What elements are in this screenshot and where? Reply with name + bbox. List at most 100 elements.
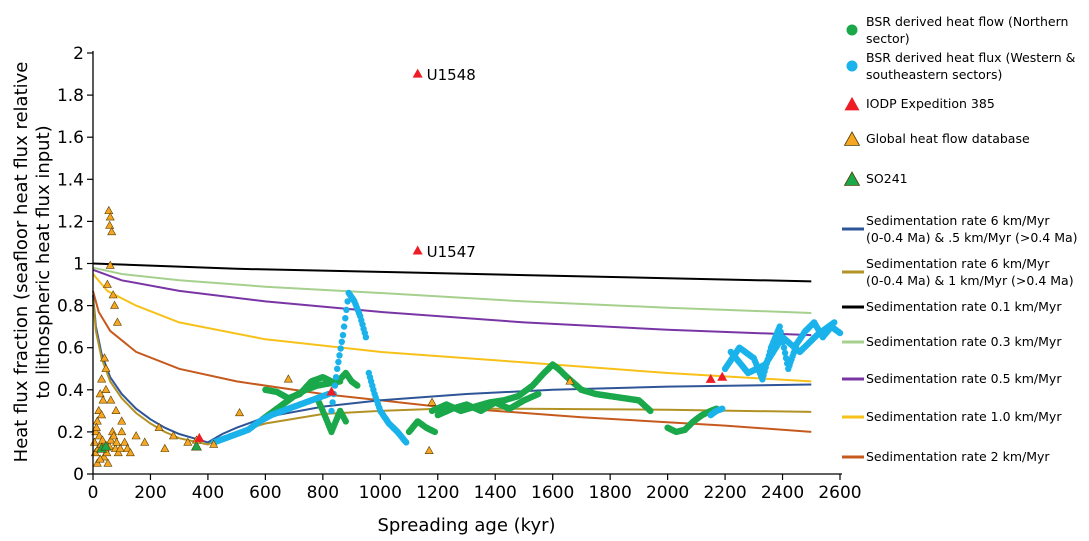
legend-swatch-triangle: [843, 131, 861, 146]
dot-point: [332, 374, 340, 381]
dot-point: [535, 390, 542, 398]
triangle-point: [91, 426, 101, 436]
x-tick-label: 1600: [531, 483, 574, 503]
dot-point: [331, 382, 339, 389]
legend-item-2: IODP Expedition 385: [844, 96, 995, 111]
triangle-point: [110, 300, 120, 309]
triangle-point: [117, 426, 127, 436]
dot-series-0-segment-4: [405, 418, 439, 436]
triangle-point: [106, 395, 116, 404]
x-tick-label: 2400: [761, 483, 804, 503]
dot-point: [338, 338, 345, 345]
dot-point: [777, 328, 784, 336]
dot-series-0-segment-7: [664, 405, 720, 436]
legend-label: Sedimentation rate 1.0 km/Myr: [866, 409, 1062, 424]
model-line-1: [92, 266, 812, 314]
x-tick-label: 0: [88, 483, 99, 503]
triangle-point: [717, 371, 728, 381]
x-tick-label: 1200: [416, 483, 459, 503]
triangle-point: [427, 397, 437, 406]
dot-point: [431, 428, 439, 436]
triangle-point: [160, 443, 170, 452]
model-line-4: [92, 290, 812, 433]
y-axis-title: Heat flux fraction (seafloor heat flux r…: [11, 62, 54, 463]
legend-item-1: BSR derived heat flux (Western & southeas…: [846, 50, 1076, 82]
x-tick-label: 400: [192, 483, 224, 503]
dot-point: [836, 329, 844, 337]
legend-item-11: Sedimentation rate 2 km/Myr: [842, 449, 1050, 464]
triangle-point: [107, 226, 117, 236]
triangle-point: [101, 384, 111, 393]
triangle-point: [115, 443, 125, 452]
triangle-point: [105, 260, 115, 269]
dot-point: [334, 365, 341, 372]
triangle-point: [92, 416, 102, 425]
dot-series-1-segment-0: [210, 390, 332, 446]
triangle-point: [194, 432, 205, 442]
legend-item-8: Sedimentation rate 0.3 km/Myr: [842, 334, 1062, 349]
dot-point: [344, 298, 351, 305]
triangle-point: [99, 353, 110, 362]
triangle-point: [113, 448, 123, 457]
legend-label: Sedimentation rate 6 km/Myr: [866, 213, 1050, 228]
y-tick-label: 1.2: [57, 212, 84, 232]
dot-point: [831, 319, 838, 326]
triangle-point: [412, 68, 423, 78]
dot-series-1-segment-1: [328, 289, 370, 415]
legend-label: southeastern sectors): [866, 67, 1002, 82]
triangle-point: [100, 440, 112, 451]
x-tick-label: 2600: [818, 483, 861, 503]
triangle-series-global-heat-flow-database: [89, 205, 575, 467]
dot-point: [403, 439, 410, 446]
y-tick-label: 0: [73, 465, 84, 485]
legend-label: BSR derived heat flux (Western &: [866, 50, 1076, 65]
triangle-point: [190, 440, 202, 451]
triangle-point: [235, 408, 245, 417]
legend-item-4: SO241: [843, 171, 908, 186]
triangle-point: [91, 422, 101, 431]
dot-series-0-segment-1: [262, 374, 335, 402]
y-tick-label: 1.4: [57, 170, 84, 190]
triangle-series: [89, 68, 728, 467]
triangle-point: [111, 405, 121, 415]
dot-point: [328, 407, 335, 415]
x-tick-label: 2200: [703, 483, 746, 503]
legend-swatch-dot: [846, 60, 858, 72]
triangle-point: [103, 458, 113, 467]
triangle-point: [326, 386, 337, 396]
triangle-point: [120, 437, 130, 446]
dot-point: [335, 358, 342, 366]
dot-point: [343, 306, 350, 313]
model-line-3: [92, 273, 812, 383]
triangle-point: [109, 431, 119, 440]
y-tick-label: 1: [73, 255, 84, 275]
annotation-label: U1548: [427, 66, 476, 84]
legend-label: Sedimentation rate 0.5 km/Myr: [866, 371, 1062, 386]
triangle-point: [168, 431, 178, 440]
triangle-point: [112, 437, 122, 446]
x-tick-label: 1800: [589, 483, 632, 503]
legend-label: (0-0.4 Ma) & 1 km/Myr (>0.4 Ma): [866, 273, 1074, 288]
legend-label: (0-0.4 Ma) & .5 km/Myr (>0.4 Ma): [866, 230, 1078, 245]
y-tick-label: 0.4: [57, 381, 84, 401]
annotation-label: U1547: [427, 243, 476, 261]
dot-point: [329, 399, 336, 406]
triangle-point: [97, 410, 107, 419]
legend-item-3: Global heat flow database: [843, 131, 1030, 146]
legend-label: Sedimentation rate 2 km/Myr: [866, 449, 1050, 464]
y-axis-title-line: to lithospheric heat flux input): [33, 125, 54, 398]
dot-series-1-segment-3: [707, 405, 726, 419]
dot-point: [781, 349, 789, 357]
legend-swatch-triangle: [843, 171, 861, 186]
dot-point: [719, 405, 726, 412]
triangle-point: [412, 245, 423, 255]
legend-item-0: BSR derived heat flow (Northern sector): [846, 14, 1068, 46]
triangle-point: [95, 454, 105, 463]
dot-series-1-segment-5: [727, 319, 838, 377]
axes: 0 200 400 600 800 1000 1200 1400 1600 1800 2000 220…: [11, 44, 862, 536]
dot-point: [340, 323, 348, 330]
triangle-point: [424, 445, 434, 455]
legend-label: Sedimentation rate 0.1 km/Myr: [866, 299, 1062, 314]
x-tick-label: 200: [134, 483, 166, 503]
triangle-series-so241: [96, 440, 202, 453]
